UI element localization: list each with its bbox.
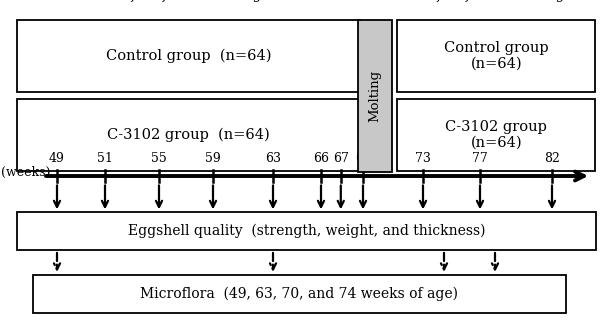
Text: Control group
(n=64): Control group (n=64) bbox=[444, 41, 548, 71]
Bar bbox=[358, 20, 392, 172]
Text: Before forced molting: Before forced molting bbox=[115, 0, 262, 2]
Text: 73: 73 bbox=[415, 152, 431, 165]
Text: 63: 63 bbox=[265, 152, 281, 165]
Text: C-3102 group  (n=64): C-3102 group (n=64) bbox=[107, 128, 270, 142]
Bar bbox=[17, 20, 360, 92]
Text: Microflora  (49, 63, 70, and 74 weeks of age): Microflora (49, 63, 70, and 74 weeks of … bbox=[140, 287, 458, 301]
Text: (weeks): (weeks) bbox=[1, 166, 50, 179]
Bar bbox=[33, 275, 566, 313]
Text: 59: 59 bbox=[205, 152, 221, 165]
Text: 82: 82 bbox=[544, 152, 560, 165]
Text: 77: 77 bbox=[472, 152, 488, 165]
Bar bbox=[17, 212, 596, 250]
Text: 49: 49 bbox=[49, 152, 65, 165]
Text: 51: 51 bbox=[97, 152, 113, 165]
Text: 55: 55 bbox=[151, 152, 167, 165]
Text: Eggshell quality  (strength, weight, and thickness): Eggshell quality (strength, weight, and … bbox=[128, 224, 485, 238]
Text: C-3102 group
(n=64): C-3102 group (n=64) bbox=[445, 120, 547, 150]
Text: After forced molting: After forced molting bbox=[428, 0, 565, 2]
Text: Molting: Molting bbox=[368, 70, 382, 122]
Bar bbox=[397, 20, 595, 92]
Text: Control group  (n=64): Control group (n=64) bbox=[106, 49, 271, 63]
Bar bbox=[17, 99, 360, 171]
Text: 67: 67 bbox=[333, 152, 349, 165]
Bar bbox=[397, 99, 595, 171]
Text: 66: 66 bbox=[313, 152, 329, 165]
Text: 69: 69 bbox=[355, 152, 371, 165]
